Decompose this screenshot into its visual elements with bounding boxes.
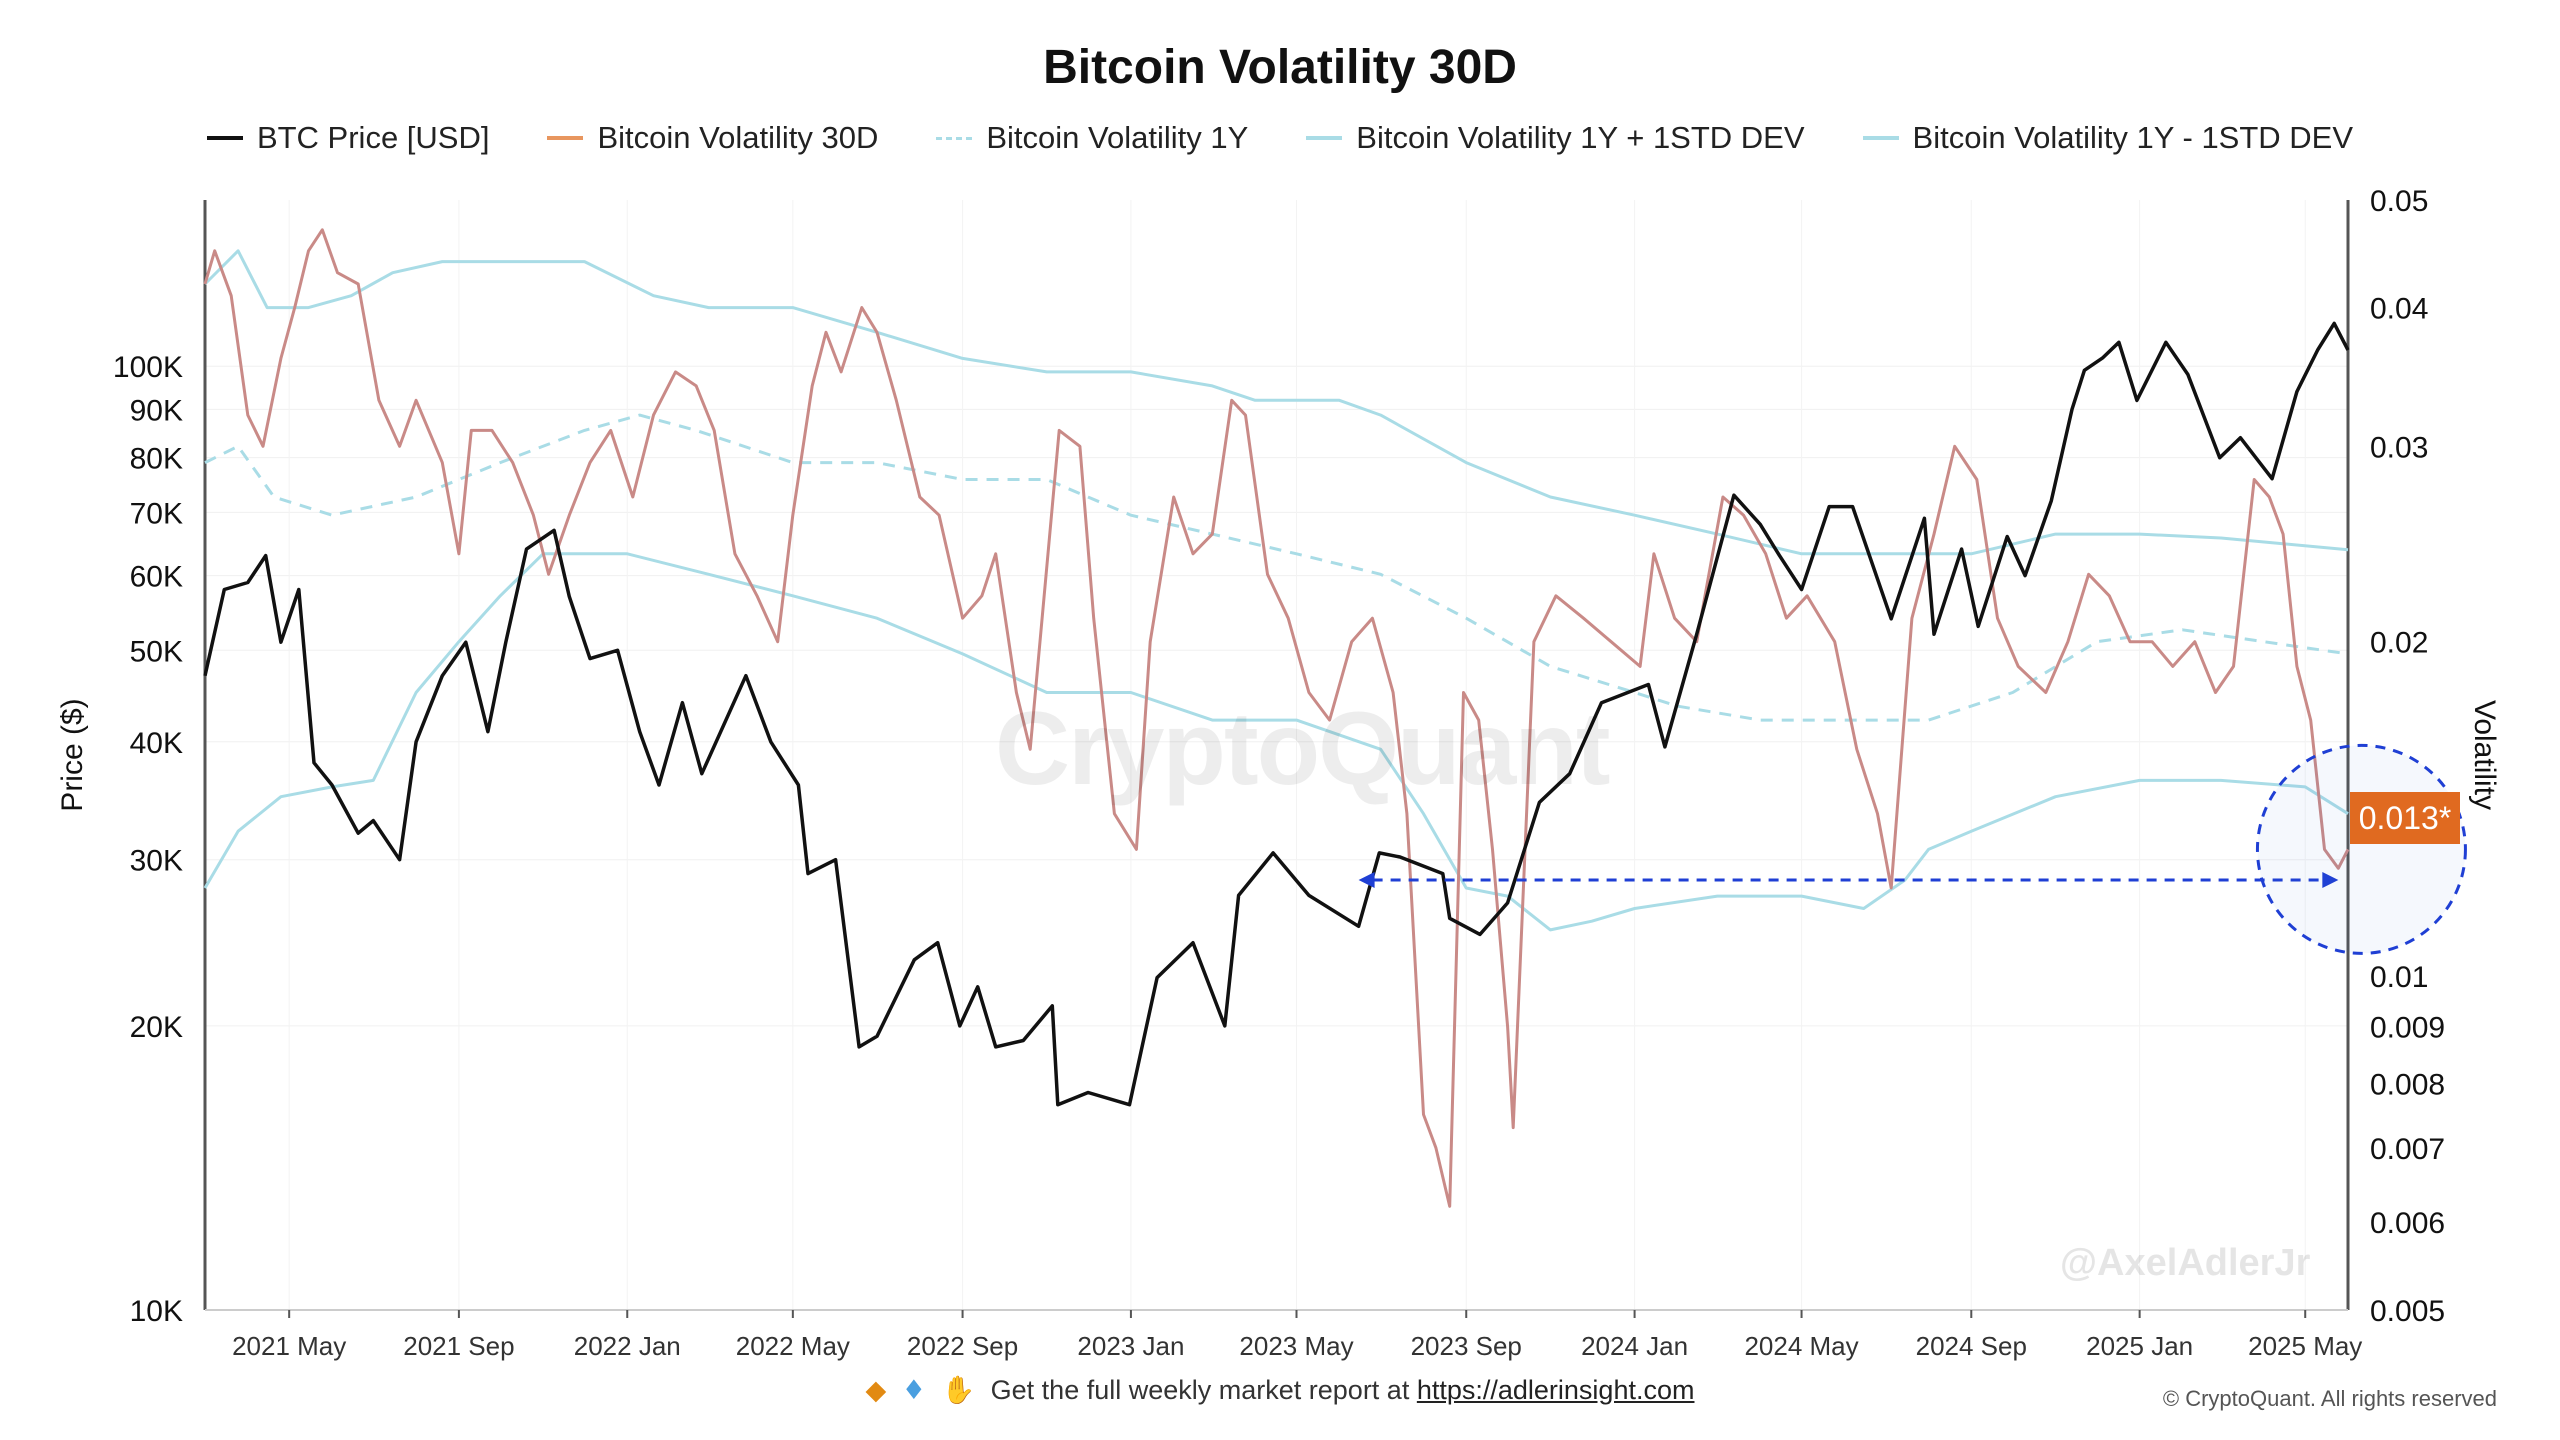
x-tick-label: 2022 Jan [574,1331,681,1361]
y-left-tick-label: 40K [130,727,183,760]
x-tick-label: 2023 May [1239,1331,1353,1361]
x-tick-label: 2022 May [736,1331,850,1361]
legend-label: Bitcoin Volatility 1Y + 1STD DEV [1356,120,1805,155]
y-left-tick-label: 100K [113,351,183,384]
legend-item[interactable]: Bitcoin Volatility 30D [547,120,878,156]
y-right-tick-label: 0.005 [2370,1295,2445,1328]
annotation-arrow-head-right [2322,871,2339,888]
legend-label: Bitcoin Volatility 1Y [986,120,1249,155]
x-tick-label: 2022 Sep [907,1331,1018,1361]
y-left-tick-label: 60K [130,561,183,594]
series-line [203,552,2349,932]
chart-title: Bitcoin Volatility 30D [1043,41,1517,94]
series-line [203,249,2349,556]
legend-label: BTC Price [USD] [256,120,490,155]
y-right-tick-label: 0.01 [2370,961,2428,994]
x-tick-label: 2025 May [2248,1331,2362,1361]
legend-item[interactable]: Bitcoin Volatility 1Y - 1STD DEV [1862,120,2354,156]
y-right-tick-label: 0.03 [2370,431,2428,464]
y-left-tick-label: 50K [130,635,183,668]
footer-link[interactable]: https://adlerinsight.com [1416,1375,1695,1405]
legend-swatch [547,136,584,140]
y-right-tick-label: 0.006 [2370,1207,2445,1240]
y-left-tick-label: 90K [130,394,183,427]
legend-item[interactable]: Bitcoin Volatility 1Y + 1STD DEV [1306,120,1805,156]
annotation-highlight-circle [2255,743,2467,955]
x-tick-label: 2024 Jan [1581,1331,1688,1361]
author-handle: @AxelAdlerJr [2060,1242,2311,1284]
legend-item[interactable]: BTC Price [USD] [206,120,490,156]
x-tick-label: 2025 Jan [2086,1331,2193,1361]
y-right-tick-label: 0.02 [2370,627,2428,660]
footer-text: Get the full weekly market report at [990,1375,1410,1405]
current-value-badge: 0.013* [2350,792,2460,844]
y-right-tick-label: 0.007 [2370,1133,2445,1166]
y-left-tick-label: 80K [130,443,183,476]
y-left-tick-label: 30K [130,845,183,878]
gem-icon: ♦ [901,1375,926,1406]
x-tick-label: 2024 May [1744,1331,1858,1361]
raised-hands-icon: ✋ [941,1375,976,1406]
y-left-axis-label: Price ($) [56,698,89,811]
y-left-tick-label: 20K [130,1011,183,1044]
legend-swatch [1862,136,1899,140]
x-tick-label: 2021 May [232,1331,346,1361]
legend-swatch [936,136,973,140]
x-tick-label: 2023 Jan [1077,1331,1184,1361]
y-right-tick-label: 0.009 [2370,1012,2445,1045]
series-line [203,228,2350,1208]
legend-item[interactable]: Bitcoin Volatility 1Y [936,120,1248,156]
x-tick-label: 2023 Sep [1411,1331,1522,1361]
y-right-tick-label: 0.04 [2370,293,2428,326]
series-line [203,321,2350,1107]
annotation-arrow-head-left [1358,871,1375,888]
diamond-icon: ◆ [865,1375,887,1406]
x-tick-label: 2021 Sep [403,1331,514,1361]
legend-label: Bitcoin Volatility 1Y - 1STD DEV [1912,120,2354,155]
y-right-tick-label: 0.008 [2370,1068,2445,1101]
chart-legend: BTC Price [USD] Bitcoin Volatility 30D Bit… [0,120,2560,156]
footer: ◆ ♦ ✋ Get the full weekly market report … [0,1374,2560,1406]
y-right-tick-label: 0.05 [2370,185,2428,218]
legend-swatch [206,136,243,140]
copyright: © CryptoQuant. All rights reserved [2162,1386,2497,1411]
y-left-tick-label: 10K [130,1295,183,1328]
y-left-tick-label: 70K [130,497,183,530]
legend-swatch [1306,136,1343,140]
x-tick-label: 2024 Sep [1916,1331,2027,1361]
legend-label: Bitcoin Volatility 30D [597,120,879,155]
y-right-axis-label: Volatility [2468,700,2501,810]
